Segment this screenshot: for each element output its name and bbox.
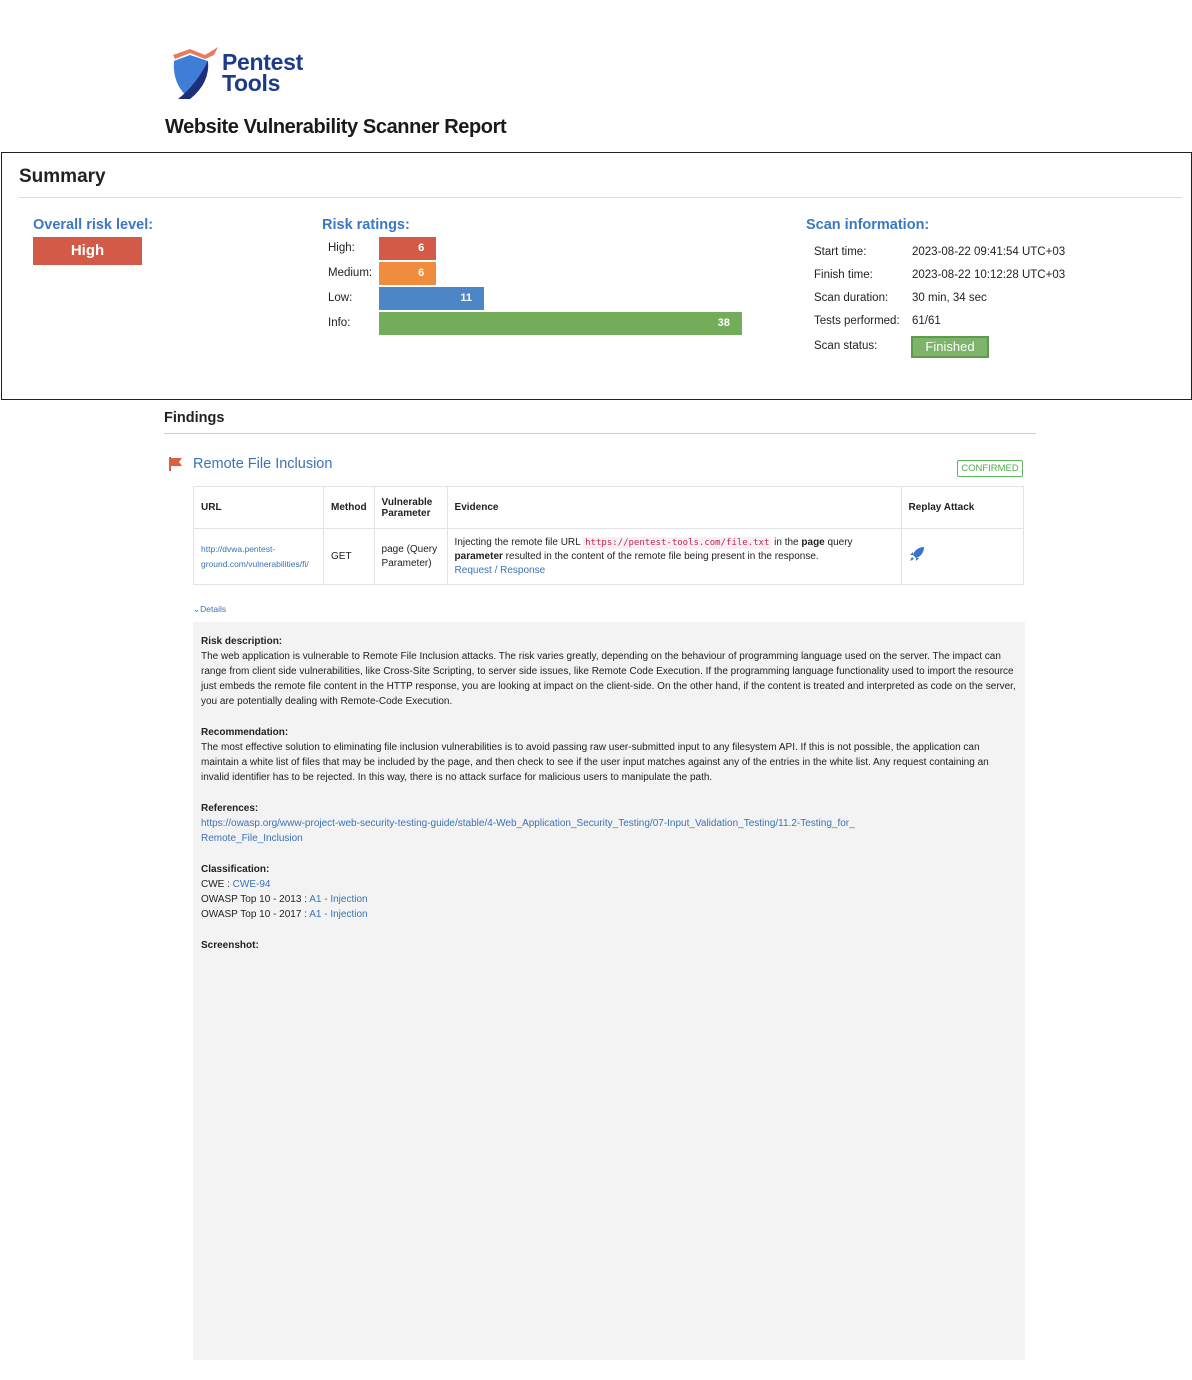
url-link[interactable]: http://dvwa.pentest-ground.com/vulnerabi… — [201, 543, 309, 569]
table-header-row: URL Method Vulnerable Parameter Evidence… — [193, 486, 1025, 529]
references-heading: References: — [201, 803, 259, 814]
replay-cell — [900, 528, 1025, 585]
table-row: http://dvwa.pentest-ground.com/vulnerabi… — [193, 528, 1025, 585]
evidence-cell: Injecting the remote file URL https://pe… — [446, 528, 902, 585]
evidence-bold: page — [801, 536, 825, 548]
request-response-link[interactable]: Request / Response — [454, 564, 546, 576]
cwe-link[interactable]: CWE-94 — [232, 879, 271, 890]
scan-info-label: Scan information: — [806, 217, 930, 233]
tests-performed-label: Tests performed: — [814, 315, 900, 327]
details-panel: Risk description: The web application is… — [193, 622, 1025, 1360]
start-time-value: 2023-08-22 09:41:54 UTC+03 — [912, 246, 1066, 258]
flag-icon — [169, 457, 182, 471]
rocket-icon[interactable] — [909, 546, 925, 562]
confirmed-badge: CONFIRMED — [957, 460, 1023, 477]
summary-title: Summary — [19, 166, 106, 187]
findings-table: URL Method Vulnerable Parameter Evidence… — [193, 486, 1025, 585]
details-toggle[interactable]: ⌄Details — [193, 604, 227, 614]
evidence-text: in the — [771, 536, 802, 548]
pentest-tools-logo-icon — [173, 47, 218, 99]
risk-ratings-label: Risk ratings: — [322, 217, 410, 233]
tests-performed-value: 61/61 — [912, 315, 941, 327]
recommendation-heading: Recommendation: — [201, 727, 289, 738]
classification-heading: Classification: — [201, 864, 270, 875]
evidence-bold: parameter — [454, 550, 503, 562]
rating-bar-high: 6 — [379, 237, 437, 260]
findings-title: Findings — [164, 410, 225, 426]
overall-risk-badge: High — [33, 237, 142, 265]
screenshot-heading: Screenshot: — [201, 940, 259, 951]
classification-item: OWASP Top 10 - 2013 : A1 - Injection — [201, 894, 368, 905]
scan-duration-label: Scan duration: — [814, 292, 889, 304]
reference-link[interactable]: https://owasp.org/www-project-web-securi… — [201, 818, 855, 844]
start-time-label: Start time: — [814, 246, 867, 258]
rating-label: Info: — [328, 317, 351, 329]
rating-label: High: — [328, 242, 355, 254]
divider — [164, 433, 1036, 434]
col-url: URL — [193, 486, 324, 529]
owasp-2013-link[interactable]: A1 - Injection — [309, 894, 368, 905]
evidence-text: Injecting the remote file URL — [454, 536, 584, 548]
rating-bar-info: 38 — [379, 312, 742, 335]
evidence-code: https://pentest-tools.com/file.txt — [583, 536, 772, 549]
rating-label: Low: — [328, 292, 353, 304]
finish-time-value: 2023-08-22 10:12:28 UTC+03 — [912, 269, 1066, 281]
chevron-down-icon: ⌄ — [193, 604, 201, 614]
evidence-text: resulted in the content of the remote fi… — [502, 550, 819, 562]
risk-description: The web application is vulnerable to Rem… — [201, 651, 1016, 707]
classification-item: OWASP Top 10 - 2017 : A1 - Injection — [201, 909, 368, 920]
recommendation: The most effective solution to eliminati… — [201, 742, 989, 783]
col-param: Vulnerable Parameter — [373, 486, 448, 529]
vulnerability-title: Remote File Inclusion — [193, 456, 333, 472]
evidence-text: query — [824, 536, 853, 548]
risk-description-heading: Risk description: — [201, 636, 283, 647]
logo-text: Pentest Tools — [222, 49, 303, 96]
col-method: Method — [323, 486, 375, 529]
method-cell: GET — [323, 528, 375, 585]
scan-status-badge: Finished — [911, 336, 989, 358]
scan-duration-value: 30 min, 34 sec — [912, 292, 987, 304]
classification-item: CWE : CWE-94 — [201, 879, 271, 890]
col-replay: Replay Attack — [900, 486, 1025, 529]
rating-label: Medium: — [328, 267, 373, 279]
overall-risk-label: Overall risk level: — [33, 217, 154, 233]
rating-bar-low: 11 — [379, 287, 485, 310]
report-title: Website Vulnerability Scanner Report — [165, 116, 507, 138]
scan-status-label: Scan status: — [814, 340, 878, 352]
col-evidence: Evidence — [446, 486, 902, 529]
rating-bar-medium: 6 — [379, 262, 437, 285]
param-cell: page (Query Parameter) — [373, 528, 448, 585]
finish-time-label: Finish time: — [814, 269, 873, 281]
divider — [19, 197, 1182, 198]
owasp-2017-link[interactable]: A1 - Injection — [309, 909, 368, 920]
